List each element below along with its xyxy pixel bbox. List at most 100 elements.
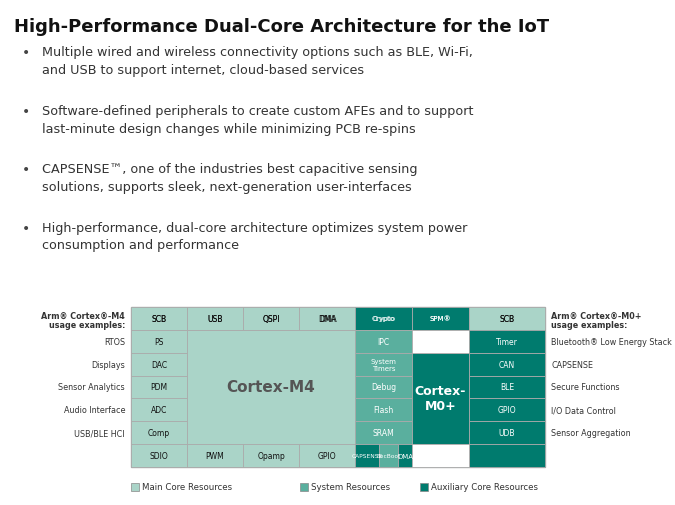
Text: Audio Interface: Audio Interface [63, 406, 125, 415]
Text: SCB: SCB [500, 314, 514, 323]
Text: High-performance, dual-core architecture optimizes system power
consumption and : High-performance, dual-core architecture… [42, 222, 467, 252]
Bar [355, 353, 412, 376]
Text: DMA: DMA [319, 314, 337, 323]
Text: GPIO: GPIO [497, 406, 516, 415]
Text: SPM®: SPM® [430, 316, 452, 322]
Text: SDIO: SDIO [150, 451, 168, 460]
Text: QSPI: QSPI [263, 314, 281, 323]
Text: SCB: SCB [151, 314, 167, 323]
Text: SRAM: SRAM [373, 428, 394, 437]
Text: Flash: Flash [373, 406, 394, 415]
Bar [131, 308, 545, 467]
Bar [355, 444, 379, 467]
Bar [131, 353, 187, 376]
Bar [131, 483, 139, 491]
Text: Sensor Aggregation: Sensor Aggregation [551, 428, 630, 437]
Text: SCB: SCB [152, 314, 167, 323]
Text: I/O Data Control: I/O Data Control [551, 406, 616, 415]
Text: GPIO: GPIO [318, 451, 336, 460]
Text: Arm® Cortex®-M4: Arm® Cortex®-M4 [41, 311, 125, 320]
Text: SCB: SCB [500, 314, 514, 323]
Bar [355, 422, 412, 444]
Bar [412, 308, 469, 330]
Text: UDB: UDB [499, 428, 515, 437]
Text: SPM®: SPM® [430, 316, 452, 322]
Bar [300, 308, 356, 330]
Bar [131, 422, 187, 444]
Text: Crypto: Crypto [373, 316, 396, 322]
Bar [355, 398, 412, 422]
Text: usage examples:: usage examples: [49, 320, 125, 329]
Bar [131, 308, 545, 330]
Bar [244, 308, 300, 330]
Bar [243, 308, 299, 330]
Text: DAC: DAC [151, 360, 167, 369]
Text: Secure Functions: Secure Functions [551, 383, 620, 392]
Text: SecBoot: SecBoot [376, 453, 400, 458]
Text: Software-defined peripherals to create custom AFEs and to support
last-minute de: Software-defined peripherals to create c… [42, 105, 473, 135]
Text: •: • [22, 222, 30, 235]
Text: •: • [22, 163, 30, 177]
Bar [355, 376, 412, 398]
Bar [469, 376, 545, 398]
Text: System
Timers: System Timers [371, 358, 396, 371]
Text: IPC: IPC [377, 337, 389, 346]
Bar [131, 398, 187, 422]
Bar [131, 308, 187, 330]
Text: Opamp: Opamp [257, 451, 285, 460]
Text: CAPSENSE: CAPSENSE [551, 360, 593, 369]
Text: Arm® Cortex®-M0+: Arm® Cortex®-M0+ [551, 311, 641, 320]
Bar [243, 444, 299, 467]
Bar [469, 353, 545, 376]
Bar [300, 483, 308, 491]
Text: Bluetooth® Low Energy Stack: Bluetooth® Low Energy Stack [551, 337, 672, 346]
Bar [469, 308, 545, 330]
Text: Multiple wired and wireless connectivity options such as BLE, Wi-Fi,
and USB to : Multiple wired and wireless connectivity… [42, 46, 473, 76]
Text: Sensor Analytics: Sensor Analytics [58, 383, 125, 392]
Text: Cortex-M4: Cortex-M4 [227, 380, 315, 395]
Bar [299, 308, 355, 330]
Bar [398, 444, 412, 467]
Bar [187, 330, 355, 444]
Text: DMA: DMA [397, 452, 413, 459]
Bar [299, 444, 355, 467]
Text: Comp: Comp [148, 428, 170, 437]
Bar [187, 444, 243, 467]
Text: •: • [22, 46, 30, 60]
Text: DMA: DMA [318, 314, 336, 323]
Text: usage examples:: usage examples: [551, 320, 627, 329]
Text: PDM: PDM [151, 383, 167, 392]
Text: Crypto: Crypto [372, 316, 395, 322]
Text: ADC: ADC [151, 406, 167, 415]
Bar [412, 308, 469, 330]
Text: High-Performance Dual-Core Architecture for the IoT: High-Performance Dual-Core Architecture … [14, 18, 549, 36]
Text: CAN: CAN [499, 360, 515, 369]
Text: Timer: Timer [496, 337, 518, 346]
Bar [412, 444, 545, 467]
Bar [131, 308, 187, 330]
Text: CAPSENSE: CAPSENSE [352, 453, 383, 458]
Text: Auxiliary Core Resources: Auxiliary Core Resources [431, 483, 538, 491]
Text: Cortex-
M0+: Cortex- M0+ [415, 385, 466, 413]
Bar [469, 444, 545, 467]
Bar [187, 308, 243, 330]
Text: Displays: Displays [91, 360, 125, 369]
Bar [469, 308, 545, 330]
Bar [420, 483, 428, 491]
Text: BLE: BLE [500, 383, 514, 392]
Text: PWM: PWM [206, 451, 224, 460]
Text: PS: PS [155, 337, 163, 346]
Text: CAPSENSE™, one of the industries best capacitive sensing
solutions, supports sle: CAPSENSE™, one of the industries best ca… [42, 163, 418, 193]
Text: Debug: Debug [371, 383, 396, 392]
Bar [131, 330, 187, 353]
Text: USB/BLE HCI: USB/BLE HCI [74, 428, 125, 437]
Bar [412, 444, 469, 467]
Bar [469, 330, 545, 353]
Bar [379, 444, 398, 467]
Text: QSPI: QSPI [263, 314, 279, 323]
Text: •: • [22, 105, 30, 119]
Bar [469, 422, 545, 444]
Bar [412, 353, 469, 444]
Text: Main Core Resources: Main Core Resources [142, 483, 232, 491]
Text: USB: USB [207, 314, 223, 323]
